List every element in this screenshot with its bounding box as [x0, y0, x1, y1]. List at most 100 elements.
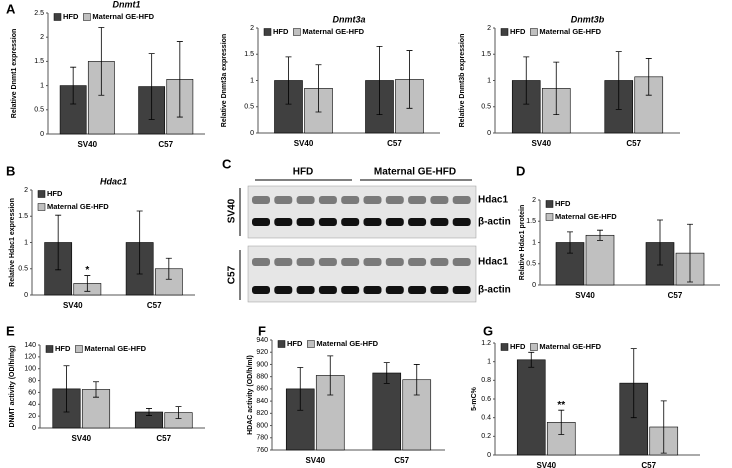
legend-label: HFD — [510, 342, 526, 351]
y-tick-label: 800 — [256, 422, 268, 429]
y-tick-label: 1.5 — [481, 51, 491, 58]
y-axis-label: Relative Dnmt3a expression — [221, 34, 228, 127]
error-bar — [165, 257, 172, 280]
y-tick-label: 0 — [487, 452, 491, 459]
error-bar — [523, 56, 530, 105]
error-bar — [146, 408, 152, 416]
y-tick-label: 0 — [24, 292, 28, 299]
y-tick-label: 1.5 — [34, 58, 44, 65]
bar — [516, 359, 546, 456]
x-tick-label: C57 — [626, 139, 641, 148]
y-tick-label: 2 — [250, 25, 254, 32]
band — [408, 218, 427, 226]
y-tick-label: 2 — [24, 187, 28, 194]
panel-label: D — [516, 163, 525, 178]
band — [296, 196, 315, 204]
legend-label: Maternal GE-HFD — [302, 27, 364, 36]
error-bar — [553, 61, 560, 116]
error-bar — [136, 210, 143, 275]
y-axis-label: 5-mC% — [471, 386, 478, 411]
legend-swatch — [307, 340, 315, 348]
band — [385, 218, 404, 226]
y-tick-label: 0.5 — [34, 107, 44, 114]
blot-group: Maternal GE-HFD — [374, 167, 456, 178]
legend-label: Maternal GE-HFD — [47, 202, 109, 211]
band — [430, 196, 449, 204]
blot — [247, 185, 477, 303]
band — [452, 196, 471, 204]
error-bar — [148, 53, 155, 120]
panel-label: E — [6, 323, 15, 338]
y-tick-label: 120 — [24, 354, 36, 361]
band — [430, 286, 449, 294]
error-bar — [413, 364, 420, 396]
band — [341, 258, 360, 266]
legend-swatch — [37, 190, 46, 198]
band — [452, 218, 471, 226]
y-tick-label: 1.5 — [526, 218, 536, 225]
band — [408, 286, 427, 294]
y-tick-label: 0.6 — [481, 396, 491, 403]
legend-label: Maternal GE-HFD — [84, 344, 146, 353]
error-bar — [657, 219, 663, 266]
error-bar — [70, 66, 77, 105]
band — [318, 218, 337, 226]
y-axis-label: Relative Hdac1 protein — [519, 205, 526, 280]
legend-label: HFD — [63, 12, 79, 21]
bar — [372, 372, 402, 451]
band-label: β-actin — [478, 285, 511, 296]
legend-label: HFD — [510, 27, 526, 36]
legend-swatch — [530, 343, 538, 351]
x-tick-label: SV40 — [536, 461, 556, 468]
error-bar — [376, 45, 383, 116]
band — [385, 286, 404, 294]
y-tick-label: 0 — [32, 425, 36, 432]
y-axis-label: Relative Hdac1 expression — [9, 198, 16, 287]
y-axis-label: DNMT activity (OD/h/mg) — [9, 345, 16, 427]
band — [341, 196, 360, 204]
y-tick-label: 1.2 — [481, 340, 491, 347]
error-bar — [55, 214, 62, 271]
y-tick-label: 1.5 — [244, 51, 254, 58]
y-tick-label: 1 — [532, 239, 536, 246]
error-bar — [175, 406, 182, 419]
legend-swatch — [53, 13, 62, 21]
y-tick-label: 100 — [24, 366, 36, 373]
y-tick-label: 940 — [256, 337, 268, 344]
significance: ** — [557, 400, 565, 411]
y-tick-label: 60 — [28, 389, 36, 396]
band — [274, 258, 293, 266]
chart-title: Dnmt1 — [112, 0, 140, 9]
band — [408, 196, 427, 204]
legend-swatch — [530, 28, 538, 36]
legend-label: HFD — [555, 199, 571, 208]
y-tick-label: 0.8 — [481, 377, 491, 384]
x-tick-label: SV40 — [305, 456, 325, 465]
y-tick-label: 820 — [256, 410, 268, 417]
y-tick-label: 0 — [487, 130, 491, 137]
y-axis-label: Relative Dnmt1 expression — [11, 29, 18, 118]
error-bar — [176, 41, 183, 118]
chart-title: Hdac1 — [100, 176, 127, 186]
error-bar — [383, 362, 390, 384]
legend-swatch — [500, 28, 509, 36]
blot-group: HFD — [293, 167, 314, 178]
error-bar — [93, 381, 99, 398]
significance: * — [85, 265, 89, 276]
band — [318, 258, 337, 266]
y-tick-label: 0.4 — [481, 415, 491, 422]
band — [430, 218, 449, 226]
y-tick-label: 920 — [256, 349, 268, 356]
error-bar — [597, 229, 603, 241]
panel-label: A — [6, 1, 16, 16]
x-tick-label: SV40 — [531, 139, 551, 148]
y-axis-label: HDAC activity (OD/h/ml) — [247, 355, 254, 435]
error-bar — [615, 51, 622, 110]
legend-swatch — [263, 28, 272, 36]
y-tick-label: 1.5 — [18, 213, 28, 220]
legend-label: Maternal GE-HFD — [92, 12, 154, 21]
band — [296, 286, 315, 294]
y-tick-label: 760 — [256, 447, 268, 454]
x-tick-label: SV40 — [294, 139, 314, 148]
